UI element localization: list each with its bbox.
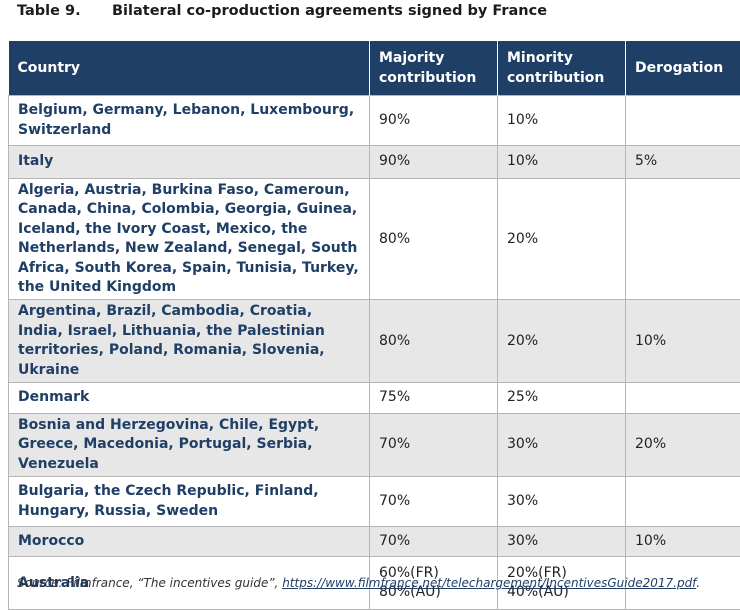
header-minority: Minority contribution (498, 41, 626, 96)
derogation-cell (626, 96, 740, 146)
minority-cell: 20% (498, 179, 626, 300)
majority-cell: 70% (370, 527, 498, 557)
majority-cell: 90% (370, 146, 498, 179)
source-prefix: Source: Filmfrance, “The incentives guid… (17, 576, 282, 590)
country-cell: Denmark (9, 383, 370, 414)
derogation-cell: 10% (626, 527, 740, 557)
derogation-cell: 5% (626, 146, 740, 179)
table-row: Algeria, Austria, Burkina Faso, Cameroun… (9, 179, 740, 300)
minority-cell: 30% (498, 414, 626, 477)
source-note: Source: Filmfrance, “The incentives guid… (17, 576, 700, 590)
country-cell: Algeria, Austria, Burkina Faso, Cameroun… (9, 179, 370, 300)
derogation-cell (626, 179, 740, 300)
header-derogation: Derogation (626, 41, 740, 96)
header-country: Country (9, 41, 370, 96)
header-majority: Majority contribution (370, 41, 498, 96)
table-row: Denmark 75% 25% (9, 383, 740, 414)
derogation-cell (626, 477, 740, 527)
table-title: Bilateral co-production agreements signe… (112, 3, 547, 19)
minority-cell: 30% (498, 477, 626, 527)
country-cell: Bulgaria, the Czech Republic, Finland, H… (9, 477, 370, 527)
derogation-cell: 20% (626, 414, 740, 477)
majority-cell: 70% (370, 414, 498, 477)
country-cell: Belgium, Germany, Lebanon, Luxembourg, S… (9, 96, 370, 146)
country-cell: Italy (9, 146, 370, 179)
majority-cell: 70% (370, 477, 498, 527)
source-link[interactable]: https://www.filmfrance.net/telechargemen… (282, 576, 696, 590)
minority-cell: 10% (498, 146, 626, 179)
table-row: Argentina, Brazil, Cambodia, Croatia, In… (9, 300, 740, 383)
table-row: Bulgaria, the Czech Republic, Finland, H… (9, 477, 740, 527)
table-caption: Table 9.Bilateral co-production agreemen… (17, 3, 547, 25)
minority-cell: 30% (498, 527, 626, 557)
source-suffix: . (696, 576, 700, 590)
coproduction-table: Country Majority contribution Minority c… (8, 41, 740, 610)
derogation-cell (626, 383, 740, 414)
country-cell: Argentina, Brazil, Cambodia, Croatia, In… (9, 300, 370, 383)
country-cell: Bosnia and Herzegovina, Chile, Egypt, Gr… (9, 414, 370, 477)
table-row: Belgium, Germany, Lebanon, Luxembourg, S… (9, 96, 740, 146)
country-cell: Morocco (9, 527, 370, 557)
minority-cell: 25% (498, 383, 626, 414)
majority-cell: 80% (370, 179, 498, 300)
table-row: Morocco 70% 30% 10% (9, 527, 740, 557)
minority-cell: 10% (498, 96, 626, 146)
table-row: Italy 90% 10% 5% (9, 146, 740, 179)
table-header-row: Country Majority contribution Minority c… (9, 41, 740, 96)
minority-cell: 20% (498, 300, 626, 383)
table-number: Table 9. (17, 3, 112, 19)
majority-cell: 80% (370, 300, 498, 383)
majority-cell: 75% (370, 383, 498, 414)
table-row: Bosnia and Herzegovina, Chile, Egypt, Gr… (9, 414, 740, 477)
majority-cell: 90% (370, 96, 498, 146)
derogation-cell: 10% (626, 300, 740, 383)
